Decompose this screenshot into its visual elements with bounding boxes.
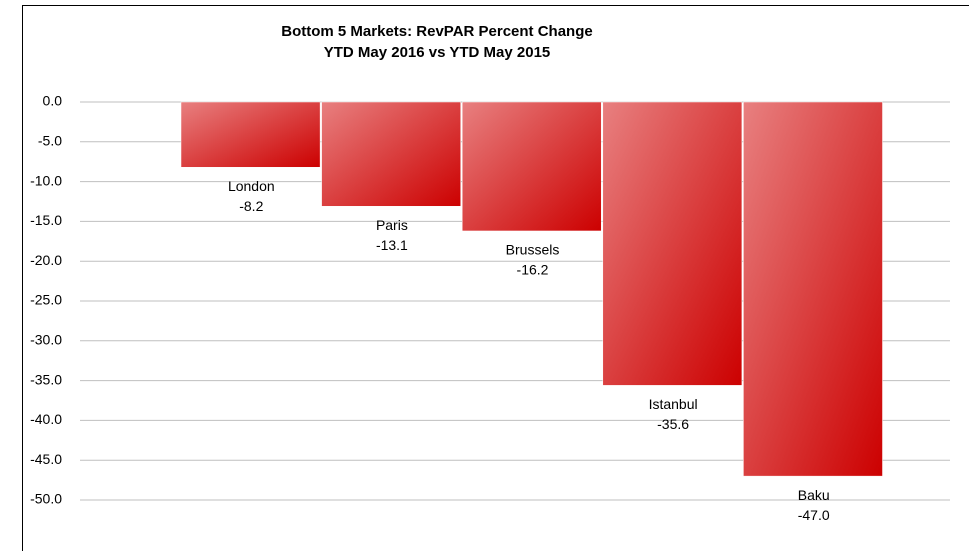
category-label: Paris bbox=[376, 217, 408, 233]
y-tick-label: -40.0 bbox=[30, 411, 62, 427]
bar bbox=[321, 101, 461, 207]
chart-title: Bottom 5 Markets: RevPAR Percent Change bbox=[281, 23, 592, 40]
data-label: -13.1 bbox=[376, 237, 408, 253]
bar bbox=[602, 101, 743, 386]
y-tick-label: -20.0 bbox=[30, 252, 62, 268]
y-tick-label: -35.0 bbox=[30, 371, 62, 387]
y-tick-label: -15.0 bbox=[30, 212, 62, 228]
y-tick-label: -45.0 bbox=[30, 451, 62, 467]
data-label: -16.2 bbox=[517, 262, 549, 278]
data-label: -47.0 bbox=[798, 507, 830, 523]
data-label: -35.6 bbox=[657, 416, 689, 432]
bar bbox=[180, 101, 321, 168]
bar bbox=[743, 101, 883, 477]
y-tick-label: -10.0 bbox=[30, 172, 62, 188]
category-label: Brussels bbox=[506, 242, 560, 258]
category-label: Istanbul bbox=[649, 396, 698, 412]
data-label: -8.2 bbox=[239, 198, 263, 214]
y-tick-label: -5.0 bbox=[38, 133, 62, 149]
y-tick-label: -30.0 bbox=[30, 332, 62, 348]
y-tick-label: -50.0 bbox=[30, 491, 62, 507]
category-label: Baku bbox=[798, 487, 830, 503]
y-tick-label: 0.0 bbox=[43, 93, 63, 109]
chart-subtitle: YTD May 2016 vs YTD May 2015 bbox=[324, 44, 551, 61]
category-label: London bbox=[228, 178, 275, 194]
bar bbox=[461, 101, 602, 232]
y-tick-label: -25.0 bbox=[30, 292, 62, 308]
